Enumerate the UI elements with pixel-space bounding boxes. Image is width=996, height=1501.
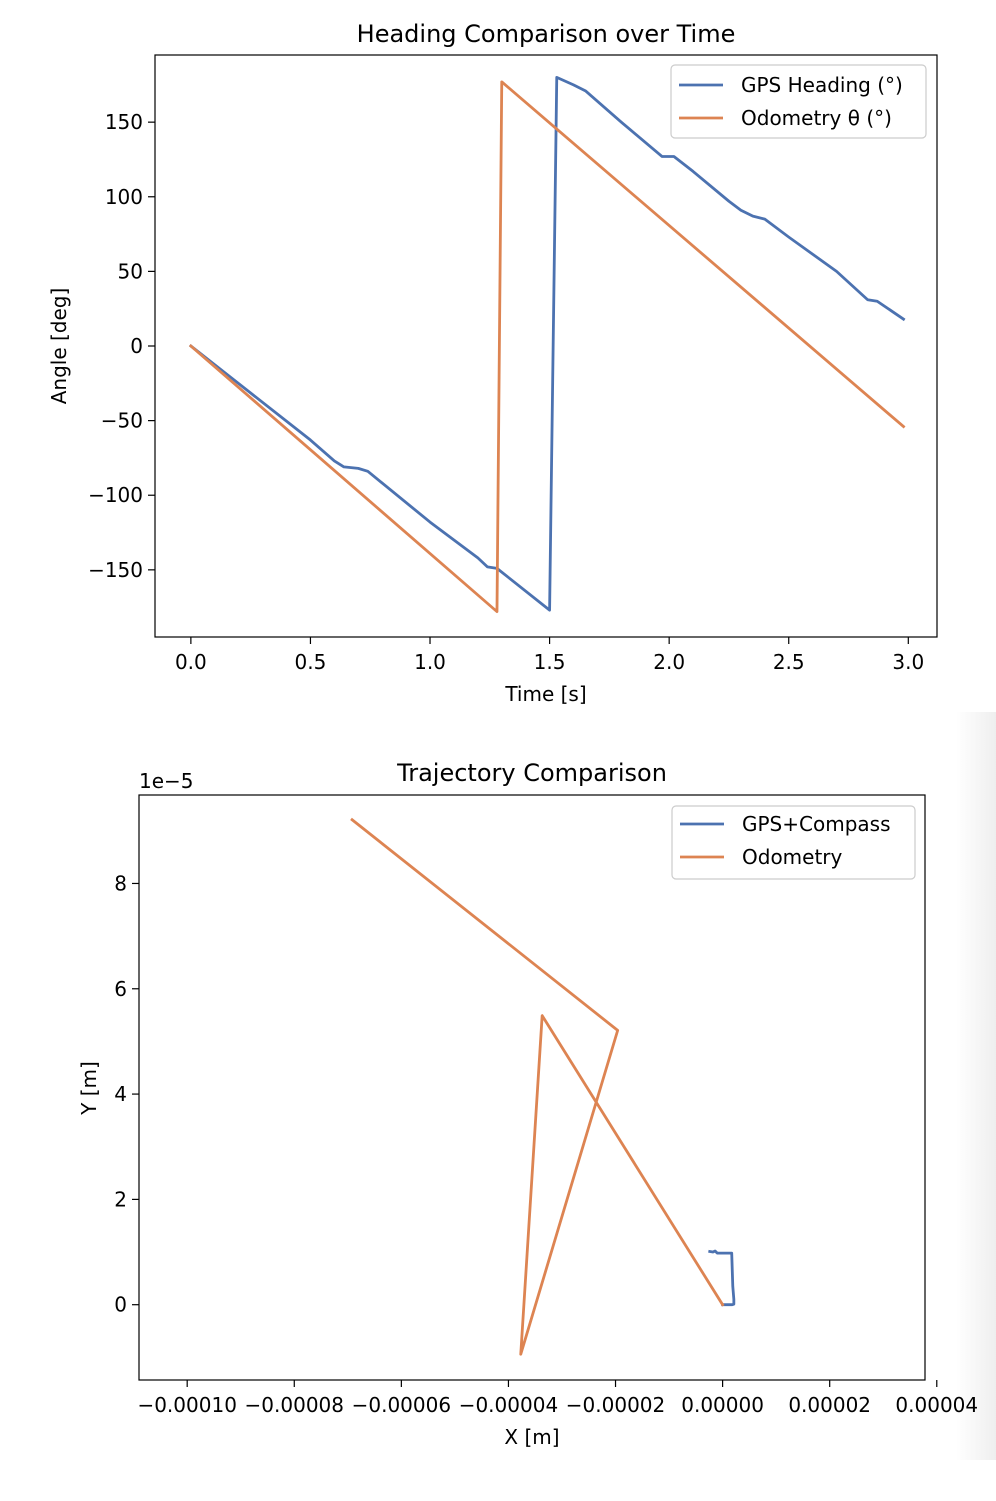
heading-chart-ytick-label: 0 [130,334,143,358]
trajectory-chart-xtick-label: −0.00008 [245,1393,344,1417]
trajectory-chart-ytick-label: 0 [114,1293,127,1317]
trajectory-chart-ytick-label: 8 [114,871,127,895]
heading-chart-ylabel: Angle [deg] [47,288,71,405]
trajectory-chart-xtick-label: −0.00004 [459,1393,558,1417]
trajectory-chart-series-line-0 [708,1249,736,1307]
legend-label-odometry: Odometry [742,845,843,869]
heading-chart-xtick-label: 0.0 [175,650,207,674]
trajectory-chart-offset-text: 1e−5 [139,769,194,793]
trajectory-chart-ylabel: Y [m] [77,1061,101,1116]
legend-label-gps-heading: GPS Heading (°) [741,73,903,97]
heading-chart-xtick-label: 2.0 [653,650,685,674]
trajectory-chart-frame [138,794,926,1381]
trajectory-chart-xlabel: X [m] [504,1425,559,1449]
heading-chart-ytick-label: 100 [105,185,143,209]
trajectory-chart-xtick-label: −0.00006 [352,1393,451,1417]
trajectory-chart-ytick-label: 4 [114,1082,127,1106]
heading-chart-xtick-label: 2.5 [773,650,805,674]
heading-chart-ytick-label: −50 [101,409,143,433]
trajectory-chart-xtick-label: −0.00002 [566,1393,665,1417]
trajectory-chart-series-line-1 [350,817,725,1356]
heading-chart: 0.0 0.5 1.0 1.5 2.0 2.5 3.0 150 100 50 0 −50 −100 −15… [47,20,938,706]
trajectory-chart-xtick-label: −0.00010 [137,1393,236,1417]
heading-chart-ytick-label: 50 [118,259,143,283]
trajectory-chart-panel: −0.00010 −0.00008 −0.00006 −0.00004 −0.00002… [0,720,996,1497]
heading-chart-ytick-label: 150 [105,110,143,134]
heading-chart-series-line-0 [188,75,906,612]
heading-chart-xtick-label: 1.0 [414,650,446,674]
legend-label-odometry-theta: Odometry θ (°) [741,106,892,130]
trajectory-chart-ytick-label: 6 [114,977,127,1001]
heading-chart-ytick-label: −150 [88,558,143,582]
heading-chart-xtick-label: 0.5 [295,650,327,674]
trajectory-chart-title: Trajectory Comparison [396,759,667,787]
heading-chart-xlabel: Time [s] [504,682,586,706]
legend-box [670,64,927,139]
heading-chart-lines [188,75,906,614]
trajectory-chart-legend: GPS+Compass Odometry [671,805,916,880]
legend-label-gps-compass: GPS+Compass [742,812,891,836]
trajectory-chart-ticks: −0.00010 −0.00008 −0.00006 −0.00004 −0.00002… [114,871,978,1417]
trajectory-chart-xtick-label: 0.00002 [788,1393,871,1417]
window-edge-shadow [956,712,996,1460]
trajectory-chart-xtick-label: 0.00000 [681,1393,764,1417]
trajectory-chart-ytick-label: 2 [114,1187,127,1211]
heading-chart-title: Heading Comparison over Time [357,20,736,48]
trajectory-chart: −0.00010 −0.00008 −0.00006 −0.00004 −0.00002… [77,759,978,1449]
trajectory-chart-lines [350,817,736,1356]
heading-chart-xtick-label: 3.0 [892,650,924,674]
heading-chart-xtick-label: 1.5 [534,650,566,674]
heading-chart-legend: GPS Heading (°) Odometry θ (°) [670,64,927,139]
legend-box [671,805,916,880]
heading-chart-frame [154,54,938,638]
trajectory-chart-xtick-label: 0.00004 [895,1393,978,1417]
heading-chart-series-line-1 [188,80,906,614]
heading-chart-panel: 0.0 0.5 1.0 1.5 2.0 2.5 3.0 150 100 50 0 −50 −100 −15… [0,0,996,720]
heading-chart-ticks: 0.0 0.5 1.0 1.5 2.0 2.5 3.0 150 100 50 0 −50 −100 −15… [88,110,924,674]
heading-chart-ytick-label: −100 [88,483,143,507]
